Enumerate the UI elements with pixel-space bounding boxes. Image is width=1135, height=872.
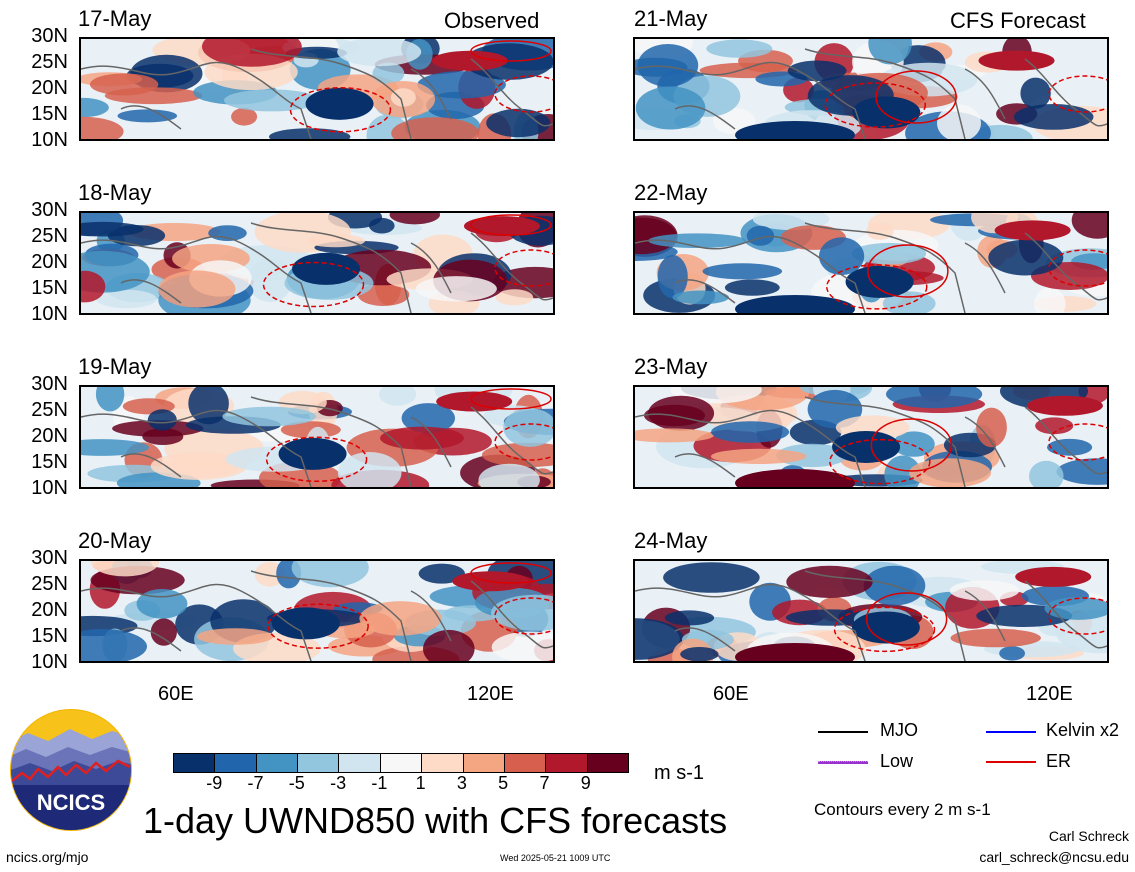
colorbar-swatch	[256, 754, 299, 772]
lon-label-120e-right: 120E	[1026, 683, 1073, 705]
lat-label: 20N	[31, 77, 68, 99]
colorbar-tick-label: 9	[580, 773, 591, 793]
colorbar-swatch	[546, 754, 588, 772]
lat-label: 25N	[31, 399, 68, 421]
lat-label: 25N	[31, 573, 68, 595]
colorbar-swatch	[380, 754, 423, 772]
lat-label: 10N	[31, 651, 68, 673]
logo-text: NCICS	[37, 790, 105, 815]
lat-label: 20N	[31, 599, 68, 621]
author-name: Carl Schreck	[1048, 828, 1129, 844]
mjo-legend-line	[818, 731, 868, 733]
lat-label: 10N	[31, 303, 68, 325]
lat-label: 30N	[31, 25, 68, 47]
map-panel-17-may	[79, 37, 555, 141]
colorbar-tick-label: -9	[206, 773, 223, 793]
lat-label: 30N	[31, 199, 68, 221]
colorbar-tick-label: -1	[371, 773, 388, 793]
date-label-20-may: 20-May	[78, 528, 152, 553]
colorbar-tick-label: -7	[247, 773, 264, 793]
kelvin-legend-label: Kelvin x2	[1046, 720, 1120, 740]
map-panel-24-may	[633, 559, 1109, 663]
colorbar-tick-label: 7	[539, 773, 550, 793]
colorbar-tick-label: -5	[288, 773, 305, 793]
lat-label: 15N	[31, 277, 68, 299]
colorbar-swatch	[298, 754, 340, 772]
lat-label: 10N	[31, 477, 68, 499]
map-panel-21-may	[633, 37, 1109, 141]
low-legend-label: Low	[880, 751, 914, 771]
map-panel-18-may	[79, 211, 555, 315]
lat-label: 20N	[31, 425, 68, 447]
author-email: carl_schreck@ncsu.edu	[979, 849, 1129, 865]
lat-label: 15N	[31, 451, 68, 473]
colorbar-swatch	[215, 754, 257, 772]
date-label-21-may: 21-May	[634, 6, 708, 31]
mjo-legend-label: MJO	[880, 720, 918, 740]
er-legend-line	[986, 761, 1036, 763]
date-label-18-may: 18-May	[78, 180, 152, 205]
er-legend-label: ER	[1046, 751, 1072, 771]
lat-label: 30N	[31, 373, 68, 395]
lat-label: 25N	[31, 225, 68, 247]
colorbar-swatch	[587, 754, 628, 772]
colorbar	[173, 753, 629, 773]
colorbar-swatch	[174, 754, 216, 772]
colorbar-units: m s-1	[654, 762, 704, 784]
site-url: ncics.org/mjo	[6, 849, 89, 865]
map-panel-22-may	[633, 211, 1109, 315]
lat-label: 20N	[31, 251, 68, 273]
cfs-forecast-label: CFS Forecast	[950, 8, 1086, 33]
lat-label: 15N	[31, 103, 68, 125]
colorbar-tick-label: -3	[330, 773, 347, 793]
colorbar-swatch	[339, 754, 381, 772]
lon-label-120e-left: 120E	[467, 683, 514, 705]
low-legend-line	[818, 761, 868, 764]
lat-label: 10N	[31, 129, 68, 151]
date-label-22-may: 22-May	[634, 180, 708, 205]
map-panel-23-may	[633, 385, 1109, 489]
colorbar-tick-label: 5	[498, 773, 509, 793]
map-panel-19-may	[79, 385, 555, 489]
date-label-17-may: 17-May	[78, 6, 152, 31]
map-panel-20-may	[79, 559, 555, 663]
colorbar-swatch	[422, 754, 464, 772]
colorbar-tick-label: 3	[456, 773, 467, 793]
ncics-logo: NCICS	[8, 707, 134, 833]
date-label-19-may: 19-May	[78, 354, 152, 379]
kelvin-legend-line	[986, 731, 1036, 733]
date-label-24-may: 24-May	[634, 528, 708, 553]
lat-label: 15N	[31, 625, 68, 647]
main-title: 1-day UWND850 with CFS forecasts	[143, 800, 728, 841]
colorbar-swatch	[504, 754, 547, 772]
timestamp: Wed 2025-05-21 1009 UTC	[500, 853, 611, 863]
lon-label-60e-left: 60E	[158, 683, 194, 705]
colorbar-tick-label: 1	[415, 773, 426, 793]
observed-label: Observed	[444, 8, 540, 33]
colorbar-swatch	[463, 754, 505, 772]
contour-note: Contours every 2 m s-1	[814, 800, 991, 819]
lat-label: 25N	[31, 51, 68, 73]
lon-label-60e-right: 60E	[713, 683, 749, 705]
date-label-23-may: 23-May	[634, 354, 708, 379]
lat-label: 30N	[31, 547, 68, 569]
